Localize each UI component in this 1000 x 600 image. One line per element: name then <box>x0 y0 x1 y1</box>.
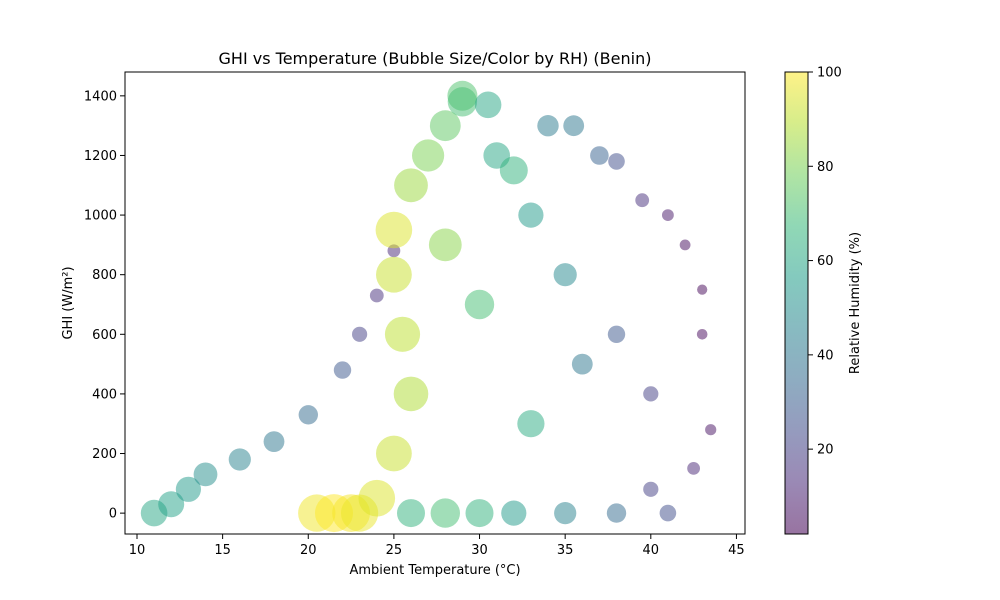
y-tick-label: 0 <box>109 507 117 522</box>
x-tick-label: 30 <box>471 543 488 558</box>
data-point <box>397 499 425 528</box>
data-point <box>517 410 545 438</box>
data-point <box>384 316 421 352</box>
data-point <box>553 263 577 287</box>
colorbar-tick-label: 40 <box>817 348 834 363</box>
colorbar-tick-label: 80 <box>817 160 834 175</box>
data-point <box>333 361 352 379</box>
data-point <box>175 476 201 502</box>
colorbar-gradient <box>784 71 809 535</box>
data-point <box>571 353 593 375</box>
data-point <box>228 448 251 471</box>
data-point <box>263 431 285 452</box>
data-point <box>608 153 625 170</box>
data-point <box>412 139 445 172</box>
data-point <box>687 462 700 475</box>
y-tick-label: 1200 <box>84 149 117 164</box>
data-point <box>474 91 502 119</box>
chart-title: GHI vs Temperature (Bubble Size/Color by… <box>219 49 652 68</box>
y-tick-label: 1000 <box>84 209 117 224</box>
data-point <box>518 202 544 228</box>
data-point <box>393 376 429 412</box>
colorbar-tick-label: 100 <box>817 66 842 81</box>
x-tick-label: 45 <box>728 543 745 558</box>
data-point <box>376 435 412 472</box>
data-point <box>428 228 462 262</box>
data-point <box>352 326 368 342</box>
y-axis: 0 200 400 600 800 1000 1200 1400 <box>84 89 125 522</box>
data-points <box>140 80 717 533</box>
data-point <box>501 500 527 526</box>
data-point <box>158 491 185 518</box>
data-point <box>430 498 460 528</box>
data-point <box>635 193 650 208</box>
colorbar-tick-label: 60 <box>817 254 834 269</box>
data-point <box>659 504 677 522</box>
data-point <box>358 479 396 517</box>
colorbar: 20 40 60 80 100 Relative Humidity (%) <box>784 66 863 535</box>
y-tick-label: 1400 <box>84 89 117 104</box>
data-point <box>606 503 627 523</box>
data-point <box>554 501 577 525</box>
data-point <box>298 405 318 425</box>
data-point <box>499 156 528 185</box>
data-point <box>607 325 626 343</box>
y-axis-title: GHI (W/m²) <box>61 266 76 339</box>
data-point <box>376 256 412 293</box>
data-point <box>465 499 494 528</box>
x-tick-label: 40 <box>643 543 660 558</box>
data-point <box>697 284 708 295</box>
data-point <box>643 481 659 497</box>
data-point <box>590 146 609 165</box>
x-axis-title: Ambient Temperature (°C) <box>349 563 520 578</box>
data-point <box>696 329 708 340</box>
plot-frame <box>124 71 746 535</box>
data-point <box>394 168 428 203</box>
colorbar-ticks: 20 40 60 80 100 <box>808 66 842 458</box>
x-tick-label: 35 <box>557 543 574 558</box>
y-tick-label: 800 <box>92 268 117 283</box>
data-point <box>705 424 717 436</box>
data-point <box>537 115 559 137</box>
data-point <box>193 462 218 487</box>
data-point <box>662 209 674 222</box>
colorbar-tick-label: 20 <box>817 443 834 458</box>
data-point <box>369 288 384 303</box>
data-point <box>679 239 691 251</box>
x-tick-label: 15 <box>214 543 231 558</box>
data-point <box>429 110 461 142</box>
y-tick-label: 400 <box>92 387 117 402</box>
data-point <box>464 289 495 320</box>
x-axis: 10 15 20 25 30 35 40 45 <box>129 534 745 558</box>
y-tick-label: 600 <box>92 328 117 343</box>
data-point <box>447 87 478 117</box>
data-point <box>643 386 659 402</box>
data-point <box>375 211 413 249</box>
x-tick-label: 25 <box>386 543 403 558</box>
x-tick-label: 10 <box>129 543 146 558</box>
colorbar-label: Relative Humidity (%) <box>848 232 863 374</box>
y-tick-label: 200 <box>92 447 117 462</box>
x-tick-label: 20 <box>300 543 317 558</box>
data-point <box>563 115 585 137</box>
